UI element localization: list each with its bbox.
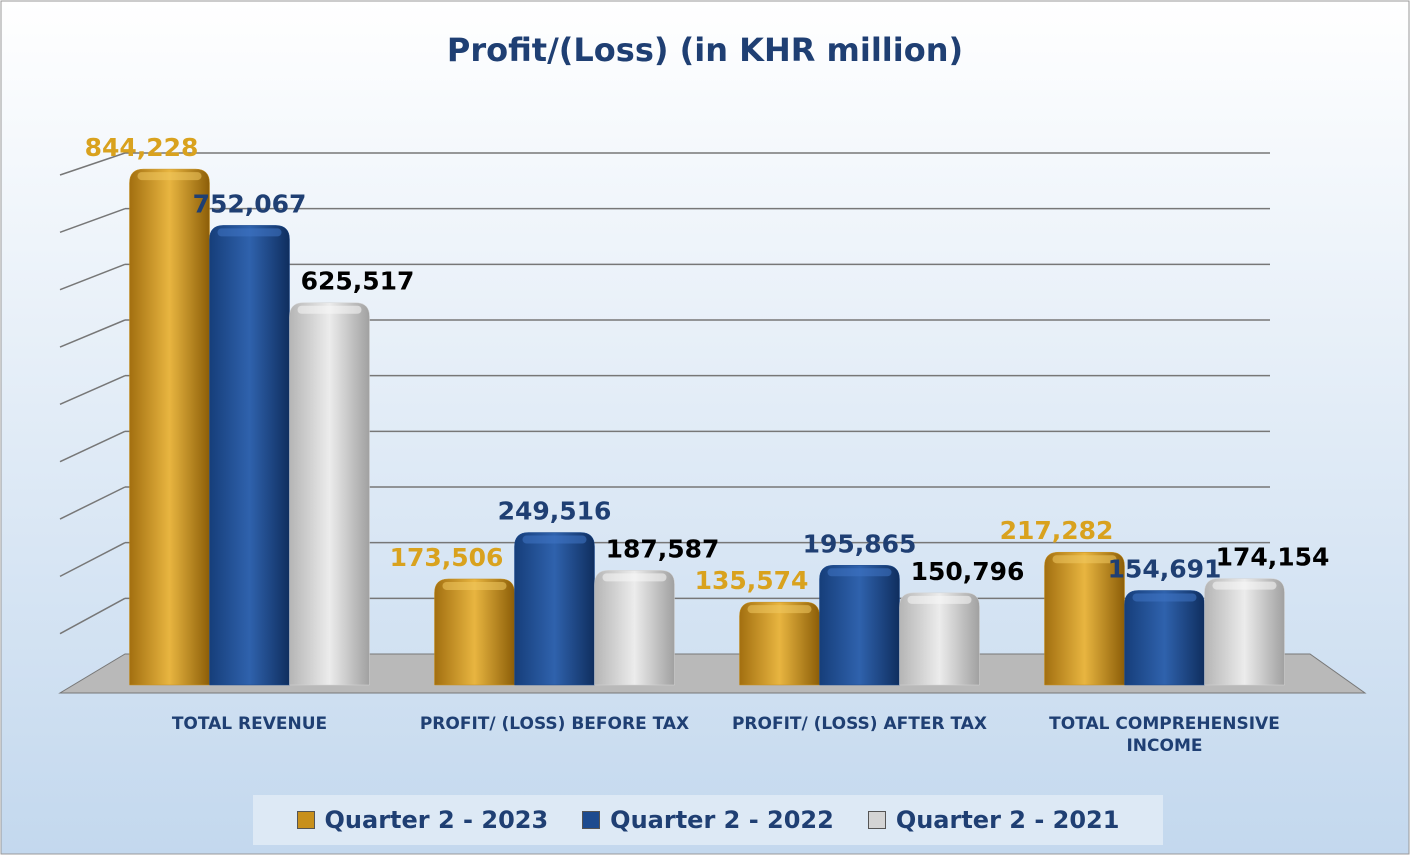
bar <box>209 225 290 686</box>
bar <box>129 168 210 686</box>
bar <box>289 302 370 686</box>
data-label: 217,282 <box>1000 516 1114 545</box>
data-label: 174,154 <box>1216 543 1330 572</box>
grid-line <box>59 430 126 463</box>
bar <box>739 601 820 686</box>
data-label: 173,506 <box>390 543 504 572</box>
data-label: 150,796 <box>911 557 1025 586</box>
grid-line <box>59 597 126 635</box>
bar-top <box>907 595 972 604</box>
x-tick-label: PROFIT/ (LOSS) AFTER TAX <box>731 714 988 734</box>
bar-top <box>827 568 892 577</box>
data-label: 187,587 <box>606 534 720 563</box>
bar-top <box>217 228 282 237</box>
grid-line <box>59 542 126 578</box>
bar <box>1044 551 1125 686</box>
data-label: 154,691 <box>1108 554 1222 583</box>
legend-label: Quarter 2 - 2022 <box>610 806 834 834</box>
chart-title: Profit/(Loss) (in KHR million) <box>447 31 963 69</box>
grid-line <box>59 263 126 291</box>
bar-top <box>442 581 507 590</box>
bar-top <box>137 172 202 181</box>
legend-swatch <box>296 811 315 829</box>
bar-top <box>1212 581 1277 590</box>
grid-line <box>59 374 126 406</box>
bar <box>819 565 900 686</box>
bar <box>514 532 595 686</box>
data-label: 844,228 <box>85 133 199 162</box>
grid-line <box>59 152 126 176</box>
bar <box>1204 578 1285 686</box>
legend: Quarter 2 - 2023 Quarter 2 - 2022 Quarter … <box>253 795 1163 845</box>
grid-line <box>59 319 126 348</box>
data-label: 135,574 <box>695 566 809 595</box>
floor <box>58 653 1367 694</box>
bar-top <box>297 305 362 314</box>
bar <box>1124 590 1205 686</box>
bar <box>594 570 675 686</box>
grid-line <box>59 486 126 520</box>
bar-top <box>747 605 812 614</box>
data-label: 249,516 <box>498 497 612 526</box>
x-tick-label: TOTAL REVENUE <box>171 714 328 734</box>
data-label: 195,865 <box>803 529 917 558</box>
legend-label: Quarter 2 - 2023 <box>324 806 549 834</box>
legend-label: Quarter 2 - 2021 <box>895 806 1120 834</box>
legend-item: Quarter 2 - 2021 <box>867 806 1120 834</box>
bar-top <box>602 573 667 582</box>
legend-item: Quarter 2 - 2022 <box>582 806 834 834</box>
legend-item: Quarter 2 - 2023 <box>296 806 549 834</box>
x-tick-label: PROFIT/ (LOSS) BEFORE TAX <box>419 714 690 734</box>
bar-top <box>522 535 587 544</box>
bar <box>434 578 515 686</box>
x-tick-label: TOTAL COMPREHENSIVE INCOME <box>1049 714 1280 756</box>
legend-swatch <box>582 811 601 829</box>
bar <box>899 592 980 686</box>
legend-swatch <box>867 811 886 829</box>
bar-top <box>1052 555 1117 564</box>
data-label: 625,517 <box>301 267 415 296</box>
grid-line <box>59 207 126 234</box>
data-label: 752,067 <box>193 189 307 218</box>
bar-top <box>1132 593 1197 602</box>
